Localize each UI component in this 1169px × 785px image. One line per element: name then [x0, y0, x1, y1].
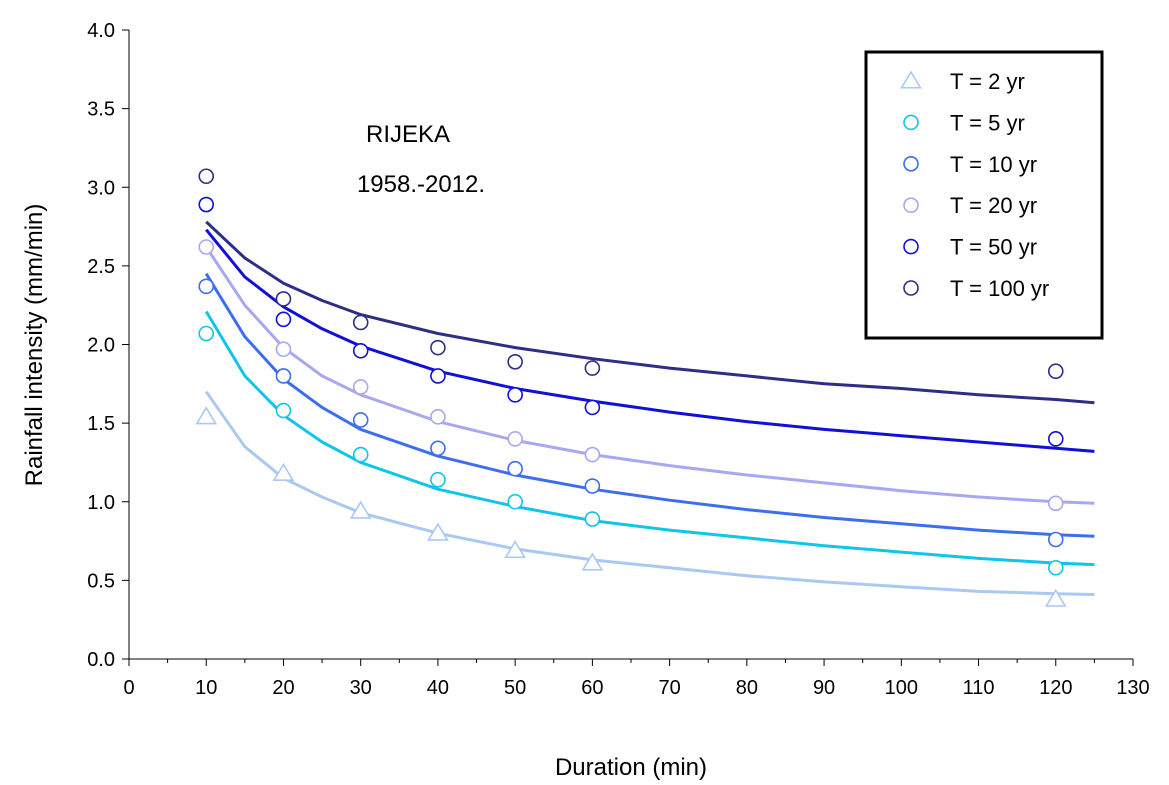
data-point-t-10-yr — [275, 368, 292, 384]
data-point-t-5-yr — [352, 446, 369, 463]
x-tick-label: 30 — [350, 677, 372, 699]
data-point-t-5-yr — [430, 471, 446, 488]
data-point-t-2-yr — [195, 406, 218, 425]
data-point-t-100-yr — [275, 291, 292, 307]
data-point-t-10-yr — [1047, 531, 1064, 548]
data-point-t-100-yr — [198, 168, 215, 185]
data-point-t-50-yr — [275, 311, 292, 328]
data-point-t-100-yr — [1047, 363, 1064, 380]
data-point-t-20-yr — [507, 431, 523, 447]
legend-marker-t-20-yr — [903, 197, 919, 213]
data-point-t-100-yr — [430, 339, 446, 356]
legend-marker-t-10-yr — [903, 156, 919, 172]
data-point-t-10-yr — [507, 460, 523, 477]
plot-area — [195, 168, 1095, 607]
x-tick-label: 120 — [1039, 677, 1072, 699]
x-tick-label: 90 — [813, 677, 835, 699]
data-point-t-50-yr — [198, 196, 215, 213]
y-tick-label: 1.0 — [87, 492, 115, 514]
y-axis-title: Rainfall intensity (mm/min) — [21, 204, 48, 487]
legend-label-t-10-yr: T = 10 yr — [950, 152, 1037, 177]
x-tick-label: 0 — [123, 677, 134, 699]
x-tick-label: 100 — [885, 677, 918, 699]
data-point-t-2-yr — [272, 462, 295, 481]
data-point-t-20-yr — [352, 379, 369, 395]
x-tick-label: 50 — [504, 677, 526, 699]
x-tick-label: 10 — [195, 677, 217, 699]
fit-line-t-5-yr — [204, 310, 1095, 567]
data-point-t-50-yr — [584, 399, 601, 416]
x-tick-label: 130 — [1116, 677, 1149, 699]
legend-label-t-5-yr: T = 5 yr — [950, 110, 1025, 135]
y-tick-label: 3.5 — [87, 99, 115, 121]
data-point-t-50-yr — [352, 342, 369, 359]
y-tick-label: 1.5 — [87, 413, 115, 435]
x-tick-label: 70 — [658, 677, 680, 699]
data-point-t-5-yr — [1047, 559, 1064, 576]
data-point-t-20-yr — [275, 341, 292, 358]
y-tick-label: 0.5 — [87, 570, 115, 592]
x-tick-label: 60 — [581, 677, 603, 699]
data-point-t-50-yr — [1047, 431, 1064, 447]
data-point-t-100-yr — [507, 353, 523, 370]
fit-line-t-2-yr — [204, 390, 1095, 596]
data-point-t-2-yr — [581, 552, 604, 571]
data-point-t-5-yr — [198, 325, 215, 342]
legend: T = 2 yr T = 5 yr T = 10 yr T = 20 yr T = 50… — [864, 50, 1104, 340]
data-point-t-50-yr — [430, 368, 446, 384]
x-tick-label: 80 — [736, 677, 758, 699]
data-point-t-10-yr — [198, 278, 215, 295]
data-point-t-10-yr — [352, 412, 369, 428]
x-tick-label: 110 — [963, 677, 995, 699]
x-tick-label: 40 — [427, 677, 449, 699]
data-point-t-10-yr — [584, 478, 601, 494]
legend-label-t-100-yr: T = 100 yr — [950, 276, 1049, 301]
data-point-t-20-yr — [584, 446, 601, 463]
data-point-t-2-yr — [504, 539, 527, 559]
data-point-t-20-yr — [198, 239, 215, 255]
data-point-t-10-yr — [430, 440, 446, 457]
y-tick-label: 3.0 — [87, 177, 115, 199]
data-point-t-5-yr — [275, 402, 292, 419]
data-point-t-2-yr — [427, 522, 449, 541]
y-tick-label: 2.5 — [87, 256, 115, 278]
data-point-t-2-yr — [1044, 588, 1067, 607]
x-axis-title: Duration (min) — [555, 754, 707, 781]
data-point-t-5-yr — [507, 493, 523, 510]
legend-label-t-20-yr: T = 20 yr — [950, 193, 1037, 218]
y-tick-label: 4.0 — [87, 20, 115, 42]
data-point-t-20-yr — [1047, 495, 1064, 512]
legend-marker-t-2-yr — [900, 70, 922, 89]
legend-marker-t-100-yr — [903, 280, 919, 296]
y-tick-label: 0.0 — [87, 649, 115, 671]
legend-marker-t-50-yr — [903, 238, 919, 255]
data-point-t-100-yr — [584, 360, 601, 376]
legend-label-t-50-yr: T = 50 yr — [950, 235, 1037, 260]
data-point-t-20-yr — [430, 409, 446, 425]
axes: 0.0 0.5 1.0 1.5 2.0 2.5 3.0 3.5 4.0 0 10 20 30 40 50 60… — [87, 20, 1150, 699]
fit-line-t-100-yr — [205, 220, 1095, 405]
chart-annotation-line-1: RIJEKA — [366, 121, 450, 148]
chart-annotation-line-2: 1958.-2012. — [357, 171, 485, 198]
data-point-t-5-yr — [584, 511, 601, 527]
data-point-t-50-yr — [507, 387, 523, 403]
y-tick-label: 2.0 — [87, 335, 115, 357]
legend-label-t-2-yr: T = 2 yr — [950, 69, 1025, 94]
data-point-t-2-yr — [349, 500, 372, 519]
x-tick-label: 20 — [272, 677, 294, 699]
legend-marker-t-5-yr — [903, 114, 919, 131]
data-point-t-100-yr — [352, 314, 369, 331]
